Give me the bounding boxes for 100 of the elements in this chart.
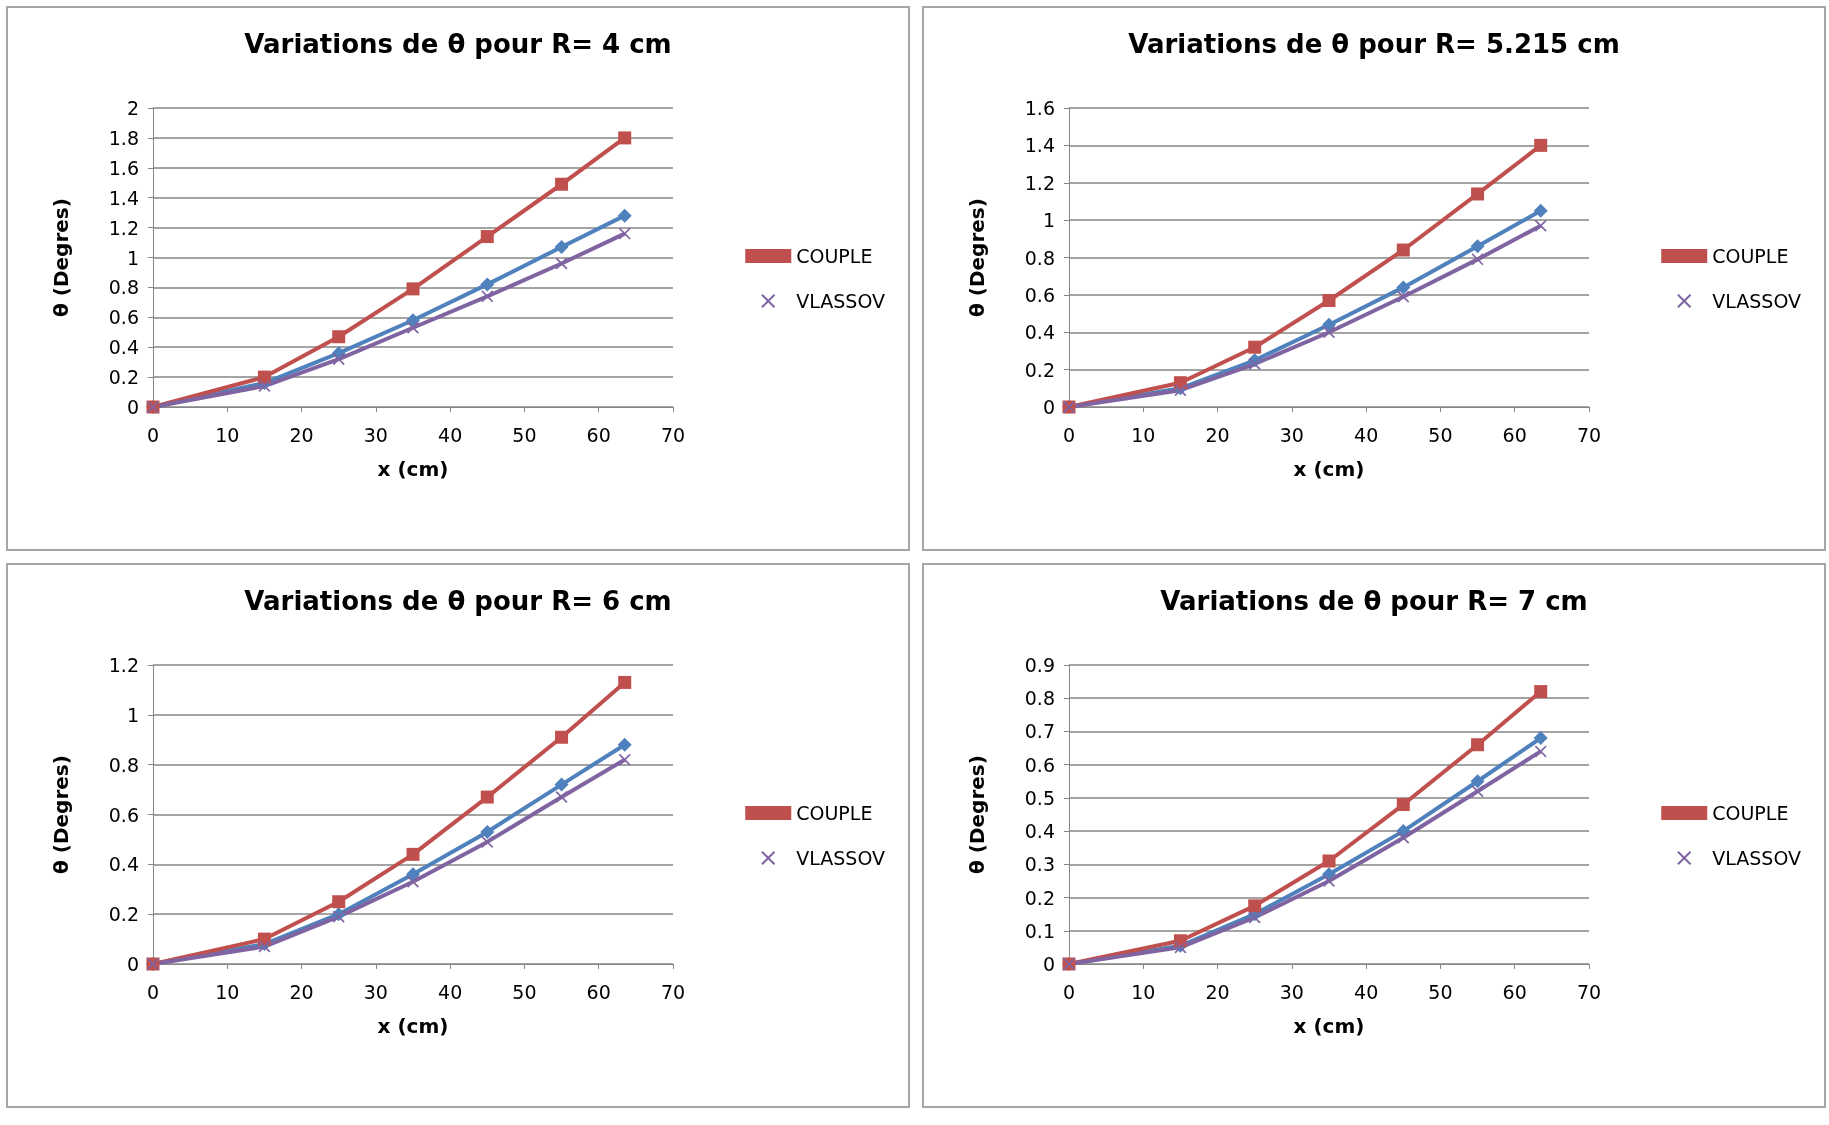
point <box>1471 253 1484 266</box>
point <box>406 313 420 328</box>
y-tick-label: 0 <box>126 396 139 418</box>
point <box>480 230 494 244</box>
x-tick-label: 10 <box>215 423 240 446</box>
point <box>618 227 631 240</box>
y-tick-label: 0.4 <box>1024 820 1055 843</box>
y-tick-label: 1.2 <box>108 654 139 676</box>
y-tick-label: 0.6 <box>1024 753 1055 776</box>
point <box>332 330 346 344</box>
point <box>1323 874 1335 887</box>
x-tick-label: 50 <box>1428 980 1453 1003</box>
point <box>618 131 632 145</box>
legend-label: COUPLE <box>1712 245 1789 267</box>
y-tick-label: 1.8 <box>108 126 139 149</box>
x-tick-label: 0 <box>146 980 160 1003</box>
x-tick-label: 40 <box>1354 980 1379 1003</box>
point <box>554 777 569 792</box>
y-tick-label: 0 <box>1042 396 1055 418</box>
x-tick-label: 10 <box>215 980 240 1003</box>
x-tick-label: 10 <box>1131 980 1156 1003</box>
y-tick-label: 2 <box>126 97 139 119</box>
y-tick-label: 0.2 <box>108 366 139 389</box>
x-tick-label: 10 <box>1131 423 1156 446</box>
point <box>406 847 420 861</box>
point <box>1533 731 1548 746</box>
point <box>480 824 495 839</box>
y-tick-label: 1.4 <box>1024 134 1055 157</box>
point <box>1471 738 1485 752</box>
y-tick-label: 0.1 <box>1024 919 1055 942</box>
x-tick-label: 0 <box>1062 423 1076 446</box>
point <box>480 277 495 292</box>
point <box>1471 187 1485 201</box>
y-tick-label: 0.8 <box>1024 246 1055 269</box>
point <box>1248 911 1261 924</box>
point <box>1534 138 1548 152</box>
y-tick-label: 0.2 <box>1024 358 1055 381</box>
x-tick-label: 70 <box>1576 980 1602 1003</box>
point <box>1397 831 1410 844</box>
y-tick-label: 1.6 <box>108 156 139 179</box>
point <box>257 370 271 384</box>
x-axis-title: x (cm) <box>377 1014 449 1038</box>
x-axis-title: x (cm) <box>1293 457 1365 481</box>
x-tick-label: 0 <box>146 423 160 446</box>
point <box>1248 340 1262 354</box>
y-tick-label: 0.6 <box>1024 283 1055 306</box>
y-tick-label: 1.4 <box>108 186 139 209</box>
y-tick-label: 0.8 <box>1024 687 1055 710</box>
x-tick-label: 60 <box>586 980 611 1003</box>
x-tick-label: 50 <box>512 423 537 446</box>
legend-label: VLASSOV <box>1712 847 1802 869</box>
y-tick-label: 0.8 <box>108 753 139 776</box>
point <box>555 257 568 270</box>
y-tick-label: 1.2 <box>1024 171 1055 194</box>
point <box>1396 280 1411 295</box>
y-axis-title: θ (Degres) <box>49 755 73 874</box>
y-tick-label: 1 <box>1042 209 1055 232</box>
point <box>618 753 631 766</box>
y-tick-label: 1 <box>126 246 139 269</box>
x-tick-label: 20 <box>289 980 314 1003</box>
chart-title: Variations de θ pour R= 6 cm <box>244 586 672 616</box>
x-tick-label: 60 <box>1502 980 1527 1003</box>
x-axis-title: x (cm) <box>1293 1014 1365 1038</box>
y-axis-title: θ (Degres) <box>49 198 73 317</box>
x-tick-label: 60 <box>1502 423 1527 446</box>
y-tick-label: 0.8 <box>108 276 139 299</box>
x-tick-label: 20 <box>289 423 314 446</box>
point <box>555 730 569 744</box>
legend-label: COUPLE <box>796 245 873 267</box>
point <box>617 208 632 223</box>
x-tick-label: 70 <box>660 980 686 1003</box>
chart-title: Variations de θ pour R= 4 cm <box>244 29 672 59</box>
x-tick-label: 40 <box>438 423 463 446</box>
x-tick-label: 40 <box>1354 423 1379 446</box>
legend-label: VLASSOV <box>796 847 886 869</box>
y-tick-label: 0.2 <box>108 903 139 926</box>
x-tick-label: 50 <box>512 980 537 1003</box>
x-tick-label: 70 <box>1576 423 1602 446</box>
point <box>1397 290 1410 303</box>
point <box>1248 899 1262 913</box>
x-tick-label: 50 <box>1428 423 1453 446</box>
x-tick-label: 70 <box>660 423 686 446</box>
point <box>1471 785 1484 798</box>
legend-label: VLASSOV <box>796 290 886 312</box>
y-tick-label: 0 <box>1042 953 1055 975</box>
point <box>1396 798 1410 812</box>
point <box>332 353 345 366</box>
chart-title: Variations de θ pour R= 5.215 cm <box>1128 29 1620 59</box>
x-tick-label: 20 <box>1205 980 1230 1003</box>
legend-label: VLASSOV <box>1712 290 1802 312</box>
point <box>481 290 494 303</box>
point <box>1396 243 1410 257</box>
y-tick-label: 1 <box>126 703 139 726</box>
point <box>1534 685 1548 699</box>
y-tick-label: 0.4 <box>108 853 139 876</box>
y-tick-label: 0.9 <box>1024 654 1055 676</box>
point <box>480 790 494 804</box>
x-tick-label: 0 <box>1062 980 1076 1003</box>
point <box>1322 293 1336 307</box>
point <box>406 282 420 296</box>
